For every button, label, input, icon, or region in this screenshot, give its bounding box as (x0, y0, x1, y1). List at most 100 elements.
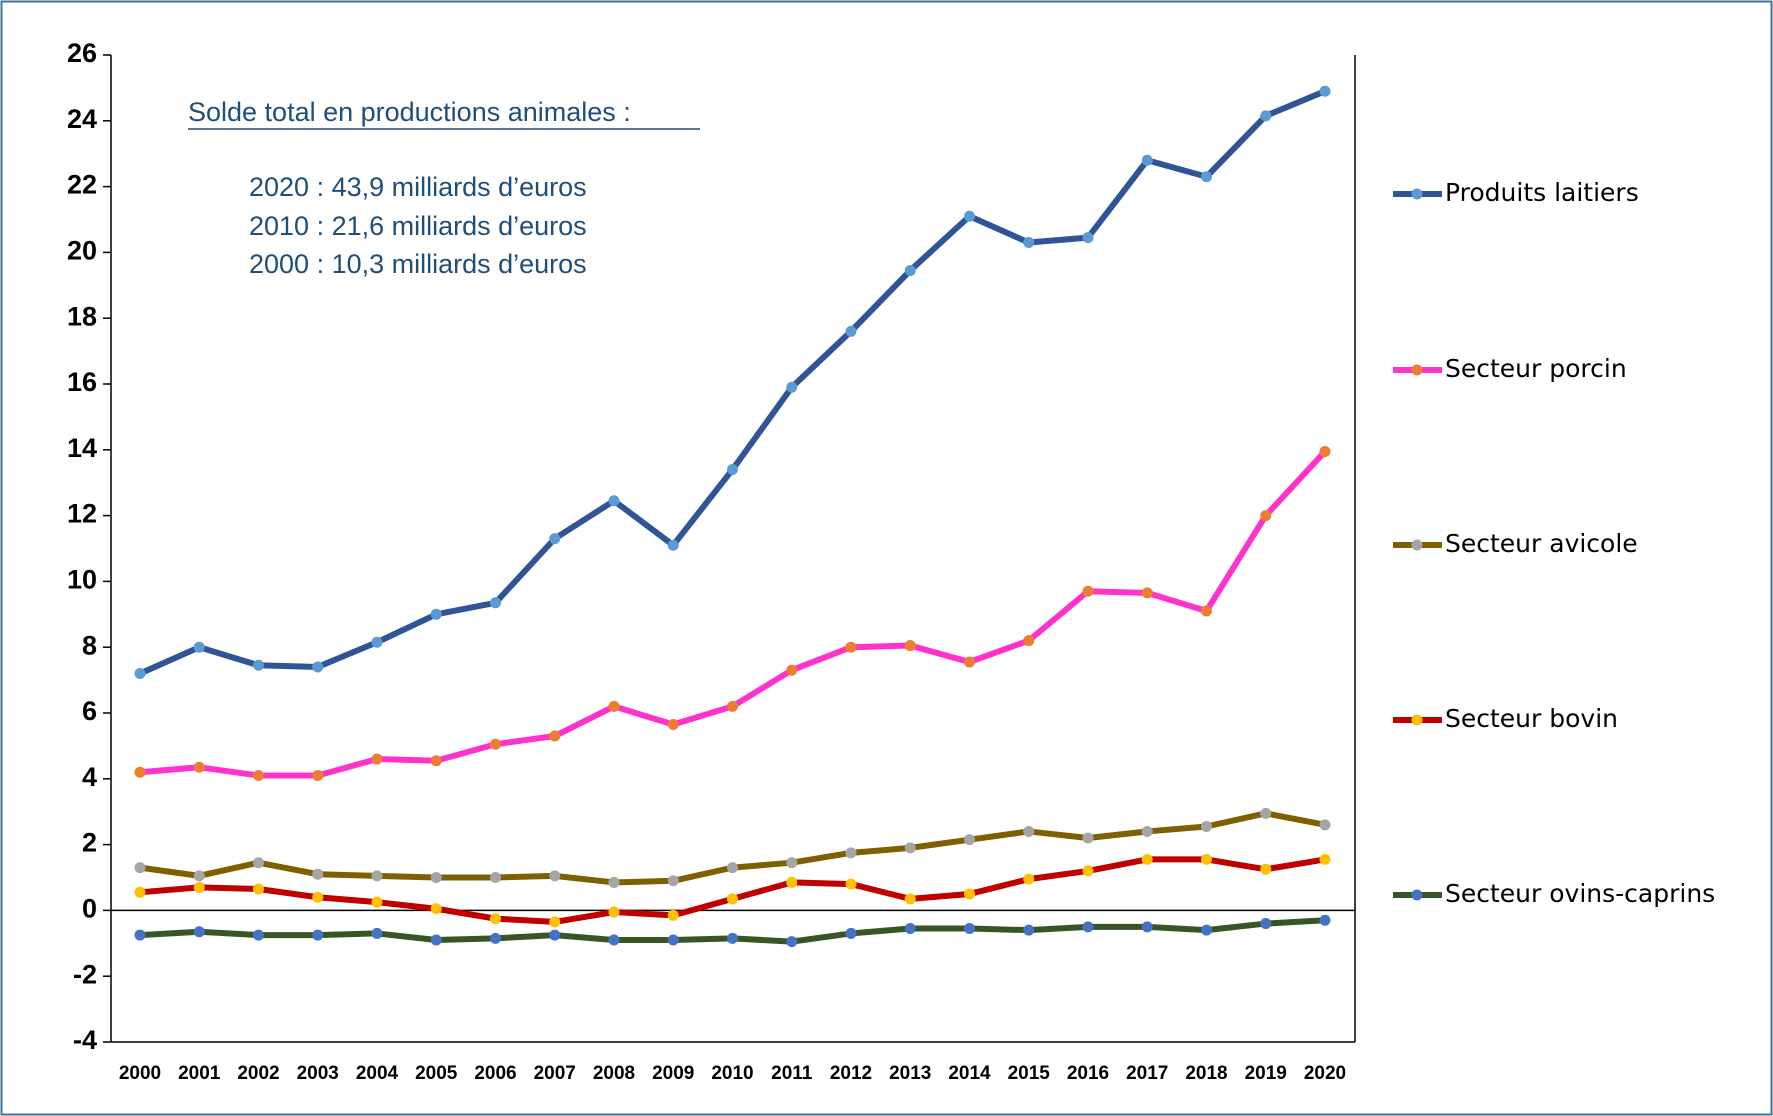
point (845, 641, 857, 653)
point (490, 872, 501, 883)
point (312, 891, 324, 903)
annotation: 2020 : 43,9 milliards d’euros (249, 172, 587, 202)
legend-label: Produits laitiers (1445, 178, 1639, 207)
point (1319, 853, 1331, 865)
legend-marker (1411, 188, 1423, 200)
x-tick-label: 2013 (889, 1063, 931, 1084)
point (430, 755, 442, 767)
x-tick-label: 2011 (771, 1063, 813, 1084)
point (1260, 110, 1272, 122)
x-tick-label: 2008 (593, 1063, 635, 1084)
point (904, 264, 916, 276)
point (134, 929, 146, 941)
point (371, 753, 383, 765)
point (1082, 832, 1094, 844)
x-tick-label: 2007 (534, 1063, 576, 1084)
legend-label: Secteur bovin (1445, 704, 1618, 733)
point (667, 909, 679, 921)
point (904, 893, 916, 905)
point (608, 906, 620, 918)
point (312, 770, 324, 782)
point (1141, 587, 1153, 599)
point (904, 922, 916, 934)
point (253, 929, 264, 941)
legend-marker (1411, 889, 1423, 901)
point (964, 210, 975, 222)
point (1260, 863, 1272, 875)
y-tick-label: 24 (67, 104, 97, 134)
legend-label: Secteur avicole (1445, 529, 1638, 558)
y-tick-label: 12 (67, 499, 97, 529)
y-tick-label: 10 (67, 565, 97, 595)
y-tick-label: 20 (67, 236, 97, 266)
point (253, 883, 264, 895)
point (1141, 921, 1153, 933)
y-tick-label: 14 (67, 433, 97, 463)
y-tick-label: 18 (67, 301, 97, 331)
point (134, 766, 146, 778)
legend-label: Secteur ovins-caprins (1445, 879, 1715, 908)
x-tick-label: 2002 (237, 1063, 279, 1084)
y-tick-label: 2 (82, 828, 97, 858)
y-tick-label: 22 (67, 170, 97, 200)
point (253, 857, 264, 869)
point (786, 664, 798, 676)
point (964, 834, 975, 846)
point (1201, 605, 1212, 617)
annotation: 2000 : 10,3 milliards d’euros (249, 249, 587, 279)
point (608, 495, 620, 507)
x-tick-label: 2003 (297, 1063, 339, 1084)
point (1319, 85, 1331, 97)
point (371, 636, 383, 648)
point (193, 641, 205, 653)
point (490, 913, 501, 925)
point (786, 876, 798, 888)
point (549, 929, 561, 941)
point (193, 761, 205, 773)
annotation: 2010 : 21,6 milliards d’euros (249, 211, 587, 241)
point (964, 888, 975, 900)
point (667, 719, 679, 731)
point (1082, 232, 1094, 244)
annotation-title: Solde total en productions animales : (188, 97, 631, 127)
legend-marker (1411, 714, 1423, 726)
point (1082, 865, 1094, 877)
x-tick-label: 2020 (1304, 1063, 1346, 1084)
point (134, 668, 146, 680)
x-tick-label: 2000 (119, 1063, 161, 1084)
point (1023, 237, 1035, 249)
point (608, 700, 620, 712)
point (1260, 918, 1272, 930)
y-tick-label: 16 (67, 367, 97, 397)
point (430, 608, 442, 620)
y-tick-label: 6 (82, 696, 97, 726)
x-tick-label: 2018 (1185, 1063, 1227, 1084)
point (253, 770, 264, 782)
point (1141, 154, 1153, 166)
point (1082, 921, 1094, 933)
point (1141, 853, 1153, 865)
point (727, 862, 738, 874)
point (786, 936, 798, 948)
point (549, 730, 561, 742)
point (667, 934, 679, 946)
legend-marker (1411, 539, 1423, 551)
point (1201, 171, 1212, 183)
point (1201, 853, 1212, 865)
point (490, 597, 501, 609)
point (964, 922, 975, 934)
x-tick-label: 2017 (1126, 1063, 1168, 1084)
legend-label: Secteur porcin (1445, 354, 1627, 383)
point (786, 857, 798, 869)
point (490, 738, 501, 750)
point (312, 868, 324, 880)
x-tick-label: 2004 (356, 1063, 399, 1084)
x-tick-label: 2010 (711, 1063, 753, 1084)
point (904, 842, 916, 854)
x-tick-label: 2015 (1008, 1063, 1051, 1084)
point (1260, 510, 1272, 522)
point (727, 464, 738, 476)
point (845, 325, 857, 337)
point (371, 927, 383, 939)
